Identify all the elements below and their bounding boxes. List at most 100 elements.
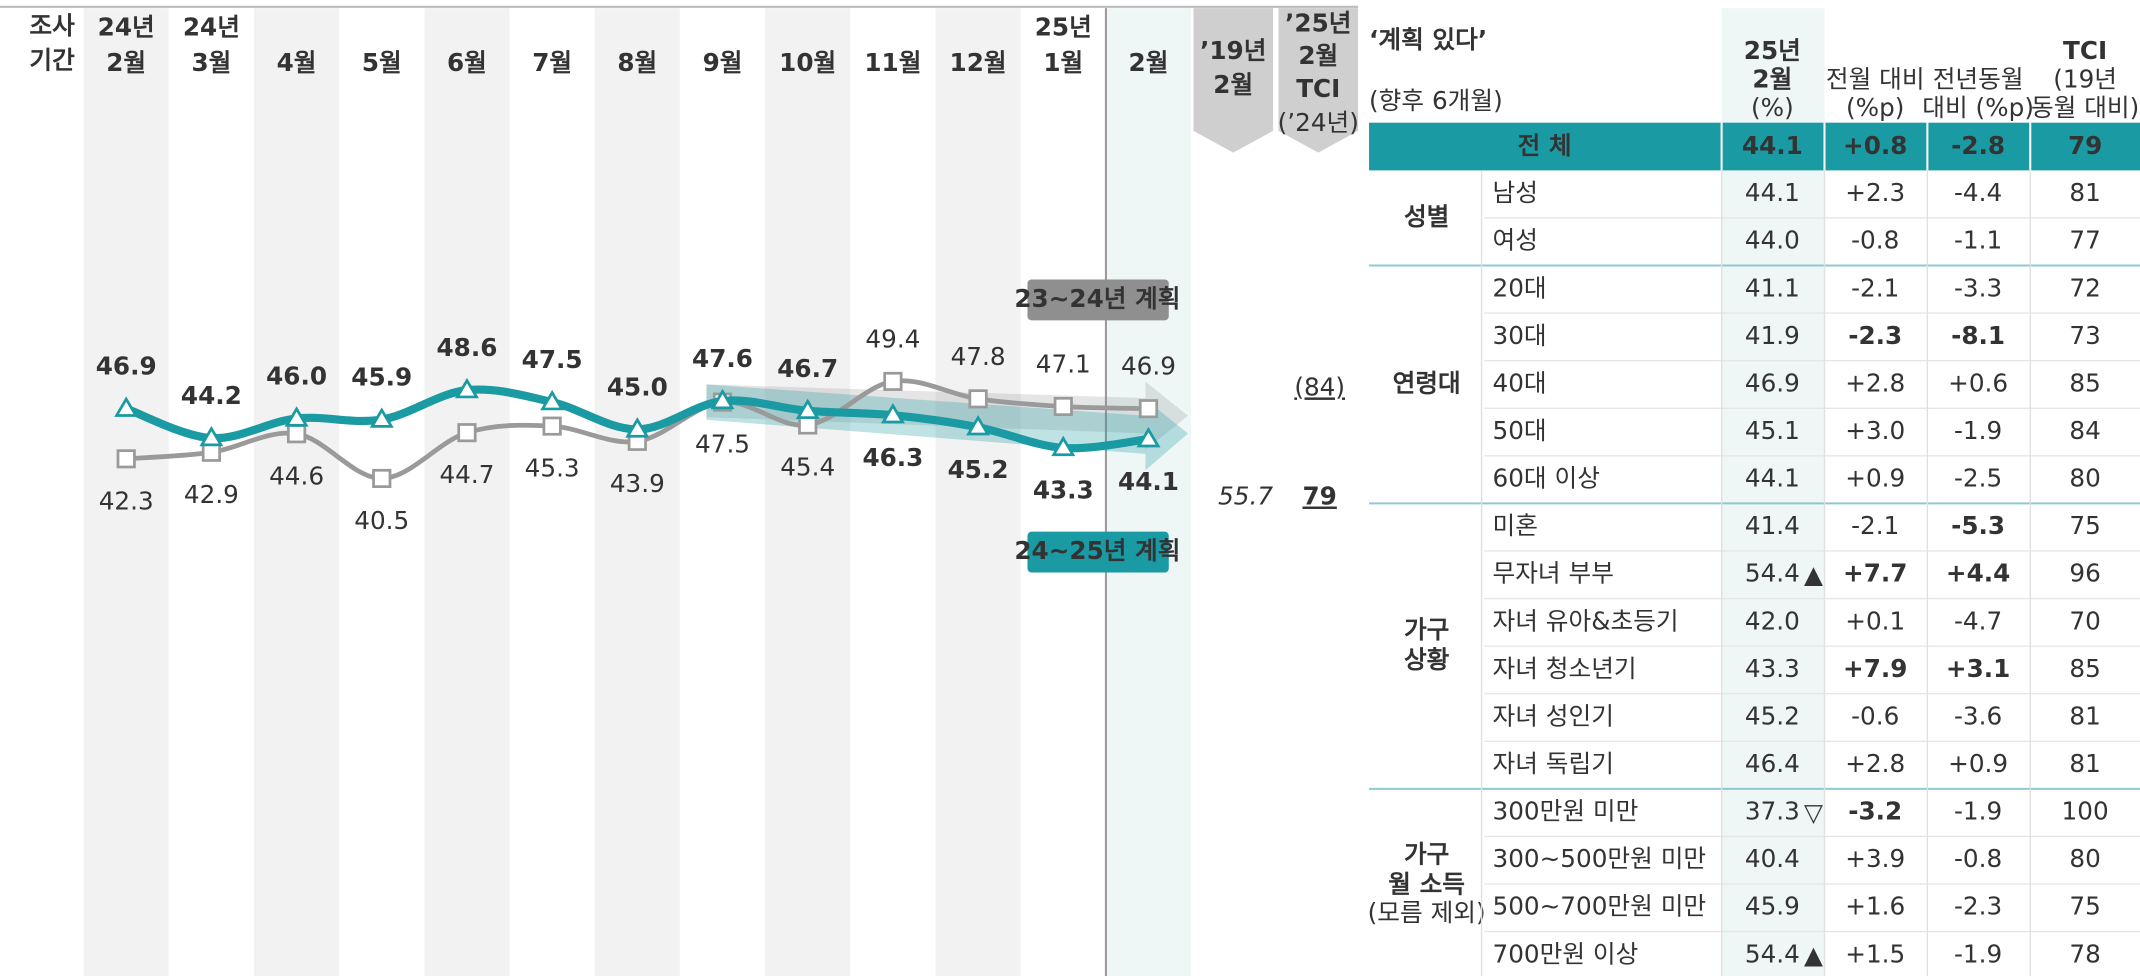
cell: 77 (2069, 226, 2100, 255)
column-header: 전월 대비 (1826, 64, 1925, 93)
cell: -3.6 (1954, 702, 2002, 731)
row-label: 미혼 (1493, 511, 1538, 540)
x-tick-label: 7월 (532, 48, 572, 77)
x-tick-label: 6월 (447, 48, 487, 77)
flag: ▲ (1804, 941, 1823, 970)
total-row (1369, 122, 2140, 171)
data-label: 44.2 (181, 381, 242, 410)
cell: 44.1 (1745, 464, 1800, 493)
cell: 42.0 (1745, 606, 1800, 635)
cell: -2.1 (1851, 511, 1899, 540)
row-label: 남성 (1493, 178, 1538, 207)
column-header: TCI (1296, 74, 1340, 103)
data-label: 44.1 (1118, 467, 1179, 496)
total-cell: 44.1 (1742, 131, 1803, 160)
cell: 40.4 (1745, 844, 1800, 873)
highlight-column (1105, 8, 1191, 976)
row-label: 60대 이상 (1493, 464, 1600, 493)
cell: 46.9 (1745, 369, 1800, 398)
cell: 85 (2069, 369, 2100, 398)
stripe (424, 8, 510, 976)
row-label: 30대 (1493, 321, 1547, 350)
x-tick-label: 12월 (950, 48, 1007, 77)
data-label: 44.7 (439, 460, 494, 489)
cell: 45.9 (1745, 892, 1800, 921)
x-tick-label: 2월 (106, 48, 146, 77)
legend-box (1027, 531, 1169, 573)
axis-label: 기간 (29, 45, 75, 74)
data-label: 43.9 (610, 469, 665, 498)
cell: -4.4 (1954, 178, 2002, 207)
point-marker (369, 407, 394, 428)
cell: 81 (2069, 178, 2100, 207)
total-cell: 79 (2068, 131, 2102, 160)
point-marker (286, 424, 307, 444)
cell: +7.7 (1843, 559, 1907, 588)
x-tick-label: 11월 (864, 48, 921, 77)
cell: -3.2 (1848, 797, 1902, 826)
cell: 41.4 (1745, 511, 1800, 540)
column-header: TCI (2063, 36, 2107, 65)
data-label: 46.9 (1121, 352, 1176, 381)
x-tick-label: 24년 (183, 13, 240, 42)
cell: -2.1 (1851, 273, 1899, 302)
data-label: 45.2 (948, 455, 1009, 484)
cell: 84 (2069, 416, 2100, 445)
cell: 54.4 (1745, 559, 1800, 588)
cell: +0.1 (1845, 606, 1905, 635)
point-marker (199, 425, 224, 447)
cell: +2.8 (1845, 749, 1905, 778)
cell: -1.9 (1954, 797, 2002, 826)
data-label: 47.8 (951, 342, 1006, 371)
row-label: 무자녀 부부 (1493, 559, 1614, 588)
column-header: 2월 (1752, 64, 1792, 93)
x-tick-label: 5월 (362, 48, 402, 77)
point-marker (968, 389, 988, 409)
cell: 43.3 (1745, 654, 1800, 683)
column-header: (%) (1751, 93, 1794, 122)
cell: 46.4 (1745, 749, 1800, 778)
data-label: 46.0 (266, 362, 327, 391)
x-tick-label: 25년 (1035, 13, 1092, 42)
group-label: 월 소득 (1388, 869, 1465, 898)
stripe (594, 8, 680, 976)
group-label: 상황 (1404, 645, 1450, 674)
x-tick-label: 24년 (98, 13, 155, 42)
header-tab (1278, 8, 1359, 153)
group-note: (모름 제외) (1368, 898, 1486, 927)
row-label: 40대 (1493, 369, 1547, 398)
row-label: 500~700만원 미만 (1493, 892, 1707, 921)
cell: 73 (2069, 321, 2100, 350)
point-marker (284, 406, 309, 427)
row-label: 300만원 미만 (1493, 797, 1639, 826)
tci-prior: (84) (1294, 373, 1345, 402)
cell: +0.9 (1845, 464, 1905, 493)
cell: 85 (2069, 654, 2100, 683)
cell: -1.9 (1954, 416, 2002, 445)
column-header: 대비 (%p) (1922, 93, 2034, 122)
cell: 78 (2069, 939, 2100, 968)
data-label: 42.9 (184, 480, 239, 509)
point-marker (457, 423, 477, 443)
point-marker (372, 468, 392, 488)
x-tick-label: 10월 (779, 48, 836, 77)
data-label: 49.4 (865, 325, 920, 354)
table-subtitle: (향후 6개월) (1369, 86, 1503, 115)
column-header: 2월 (1298, 41, 1338, 70)
group-label: 가구 (1404, 839, 1449, 868)
flag: ▽ (1804, 798, 1823, 827)
cell: -2.5 (1954, 464, 2002, 493)
flag: ▲ (1804, 560, 1823, 589)
cell: 81 (2069, 702, 2100, 731)
data-label: 45.9 (351, 363, 412, 392)
cell: 70 (2069, 606, 2100, 635)
cell: 81 (2069, 749, 2100, 778)
row-label: 자녀 성인기 (1493, 702, 1614, 731)
column-header: 25년 (1744, 36, 1801, 65)
row-label: 700만원 이상 (1493, 939, 1639, 968)
row-label: 자녀 독립기 (1493, 749, 1614, 778)
point-marker (114, 396, 139, 417)
point-marker (540, 389, 565, 411)
